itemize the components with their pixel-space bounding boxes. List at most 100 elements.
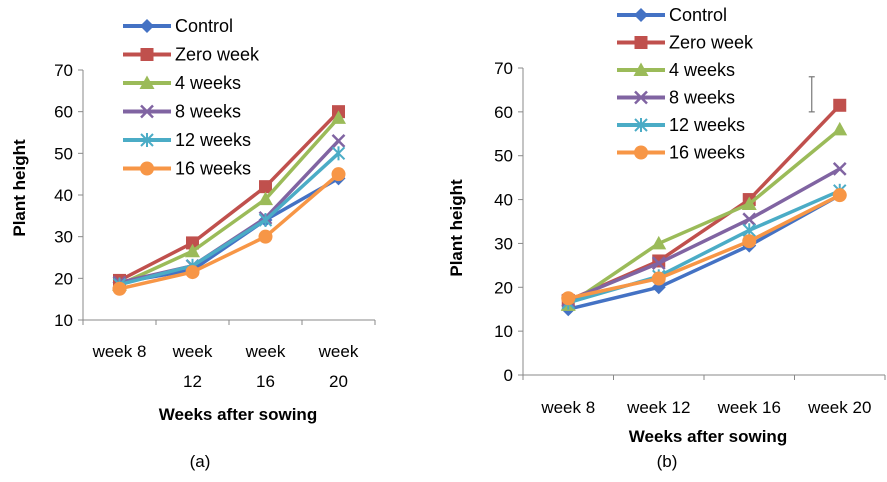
- series-line: [119, 152, 340, 287]
- data-point: [331, 133, 346, 148]
- legend: Control Zero week 4 weeks 8 weeks 12 weeks 16…: [617, 5, 754, 163]
- legend-label: 16 weeks: [669, 143, 745, 163]
- y-tick-label: 40: [494, 191, 513, 210]
- y-tick-label: 0: [504, 366, 513, 385]
- legend-marker: [634, 8, 648, 22]
- legend-marker: [140, 48, 154, 61]
- y-tick-label: 50: [54, 144, 73, 163]
- data-point: [832, 161, 847, 176]
- legend-marker: [633, 62, 649, 76]
- data-point: [258, 191, 273, 206]
- legend-marker: [140, 161, 154, 176]
- y-tick-label: 40: [54, 186, 73, 205]
- legend-item-control: Control: [617, 5, 727, 25]
- series-line: [567, 167, 841, 303]
- series-16-weeks: [112, 167, 346, 296]
- y-tick-label: 70: [54, 61, 73, 80]
- legend-item-zero-week: Zero week: [123, 45, 260, 65]
- data-point: [112, 281, 127, 296]
- marker-stroke: [140, 104, 154, 119]
- legend: Control Zero week 4 weeks 8 weeks 12 weeks 16…: [123, 16, 260, 179]
- data-point: [331, 167, 346, 182]
- series-16-weeks: [561, 188, 847, 306]
- legend-label: Zero week: [669, 33, 754, 53]
- marker-stroke: [634, 90, 648, 105]
- legend-marker: [140, 19, 154, 33]
- legend-label: 4 weeks: [175, 73, 241, 93]
- data-point: [832, 121, 848, 136]
- data-point: [258, 229, 273, 244]
- legend-label: 16 weeks: [175, 159, 251, 179]
- y-tick-label: 20: [54, 269, 73, 288]
- x-tick-label: 12: [183, 372, 202, 391]
- x-tick-label: 20: [329, 372, 348, 391]
- x-axis-title: Weeks after sowing: [629, 427, 787, 446]
- data-point: [832, 188, 847, 203]
- series-8-weeks: [561, 161, 847, 308]
- marker-stroke: [832, 161, 847, 176]
- legend-marker: [634, 145, 648, 160]
- x-tick-label: week 20: [807, 398, 871, 417]
- data-point: [331, 110, 346, 124]
- x-tick-label: week 12: [626, 398, 690, 417]
- y-tick-label: 30: [494, 234, 513, 253]
- data-point: [185, 265, 200, 280]
- legend-label: Control: [175, 16, 233, 36]
- legend-marker: [634, 118, 648, 132]
- panel-caption: (b): [657, 452, 678, 471]
- y-axis-title: Plant height: [447, 179, 466, 277]
- marker-stroke: [651, 256, 666, 271]
- series-line: [119, 176, 340, 285]
- x-tick-label: 16: [256, 372, 275, 391]
- legend-item-8-weeks: 8 weeks: [617, 88, 735, 108]
- legend-label: Control: [669, 5, 727, 25]
- y-tick-label: 10: [54, 311, 73, 330]
- data-point: [651, 235, 667, 250]
- legend-item-12-weeks: 12 weeks: [617, 115, 745, 135]
- y-tick-label: 10: [494, 322, 513, 341]
- legend-label: 8 weeks: [669, 88, 735, 108]
- legend-label: Zero week: [175, 45, 260, 65]
- legend-marker: [140, 133, 154, 147]
- data-point: [742, 234, 757, 249]
- chart-panel-a: 10 20 30 40 50 60 70 week 8 week 12 week 16 week 20 We…: [10, 16, 376, 471]
- data-point: [651, 271, 666, 286]
- legend-item-12-weeks: 12 weeks: [123, 130, 251, 150]
- marker-stroke: [742, 212, 757, 227]
- x-axis-title: Weeks after sowing: [159, 405, 317, 424]
- x-tick-label: week: [318, 342, 359, 361]
- data-point: [186, 236, 199, 250]
- series-line: [567, 193, 841, 311]
- data-point: [259, 180, 272, 194]
- legend-label: 12 weeks: [175, 130, 251, 150]
- legend-item-zero-week: Zero week: [617, 33, 754, 53]
- legend-label: 12 weeks: [669, 115, 745, 135]
- legend-item-16-weeks: 16 weeks: [617, 143, 745, 163]
- x-tick-label: week: [172, 342, 213, 361]
- legend-marker: [634, 90, 648, 105]
- y-tick-label: 60: [54, 103, 73, 122]
- y-axis-title: Plant height: [10, 139, 29, 237]
- legend-item-16-weeks: 16 weeks: [123, 159, 251, 179]
- marker-stroke: [331, 133, 346, 148]
- x-tick-label: week: [245, 342, 286, 361]
- panel-caption: (a): [190, 452, 211, 471]
- x-tick-label: week 8: [540, 398, 595, 417]
- legend-marker: [139, 75, 155, 89]
- legend-label: 4 weeks: [669, 60, 735, 80]
- data-point: [258, 213, 273, 227]
- legend-item-8-weeks: 8 weeks: [123, 102, 241, 122]
- legend-item-4-weeks: 4 weeks: [617, 60, 735, 80]
- error-bar: [808, 76, 815, 113]
- series-line: [567, 128, 841, 307]
- series-line: [118, 116, 340, 287]
- data-point: [651, 256, 666, 271]
- data-point: [741, 196, 757, 210]
- data-point: [833, 98, 847, 112]
- x-tick-label: week 16: [717, 398, 781, 417]
- data-point: [742, 212, 757, 227]
- legend-marker: [634, 36, 648, 49]
- legend-label: 8 weeks: [175, 102, 241, 122]
- y-tick-label: 30: [54, 228, 73, 247]
